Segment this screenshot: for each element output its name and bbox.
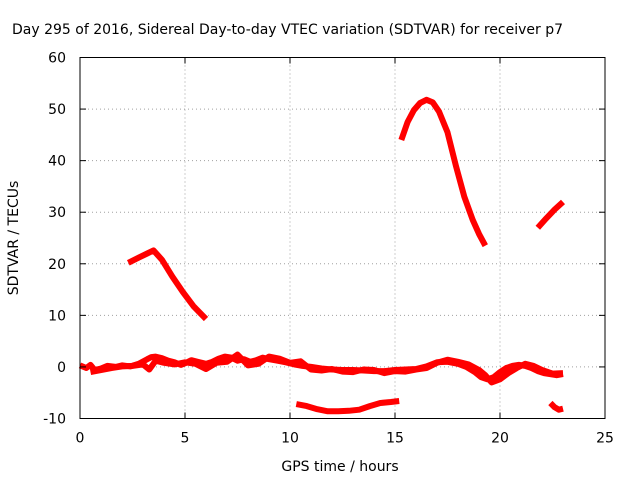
axis-ticks (79, 57, 606, 419)
chart-title: Day 295 of 2016, Sidereal Day-to-day VTE… (12, 22, 563, 38)
x-tick-label: 15 (386, 431, 404, 447)
plot-frame (79, 57, 606, 419)
y-axis-label: SDTVAR / TECUs (6, 181, 22, 296)
y-tick-label: 30 (48, 205, 66, 221)
y-tick-label: 10 (48, 308, 66, 324)
y-tick-label: 0 (57, 360, 66, 376)
series-layer (78, 96, 566, 415)
x-tick-label: 10 (281, 431, 299, 447)
y-tick-label: 20 (48, 257, 66, 273)
x-tick-label: 5 (181, 431, 190, 447)
x-axis-label: GPS time / hours (281, 459, 398, 475)
y-tick-label: 60 (48, 51, 66, 67)
y-tick-label: -10 (43, 412, 66, 428)
series-line-pass-g (89, 351, 564, 386)
series-line-pass-a (126, 247, 209, 322)
x-tick-label: 20 (491, 431, 509, 447)
x-tick-label: 25 (596, 431, 614, 447)
x-tick-label: 0 (76, 431, 85, 447)
series-line-pass-c (535, 199, 566, 230)
y-tick-label: 40 (48, 154, 66, 170)
series-line-pass-d (295, 398, 400, 415)
y-tick-label: 50 (48, 102, 66, 118)
chart-grid (80, 57, 605, 419)
series-line-pass-e (548, 400, 564, 413)
y-tick-labels: -10 0 10 20 30 40 50 60 (43, 51, 66, 428)
series-line-pass-b (398, 96, 488, 248)
x-tick-labels: 0 5 10 15 20 25 (76, 431, 614, 447)
